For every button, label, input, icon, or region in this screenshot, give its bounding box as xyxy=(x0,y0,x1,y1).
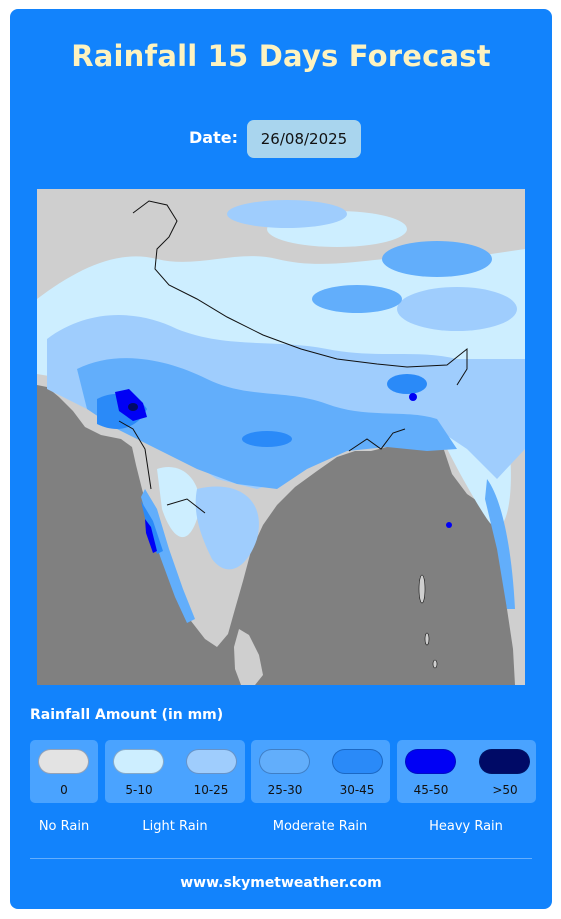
sri-lanka xyxy=(234,629,263,685)
andaman-islands xyxy=(418,574,438,669)
category-light-rain: Light Rain xyxy=(142,819,208,834)
legend-swatch-label: 5-10 xyxy=(125,783,153,797)
legend-swatch-label: 0 xyxy=(60,783,68,797)
legend-swatch-50-plus xyxy=(479,749,530,774)
footer-divider xyxy=(30,858,532,859)
legend-swatch-label: 25-30 xyxy=(267,783,303,797)
legend-group-light-rain: 5-10 10-25 xyxy=(105,740,245,803)
rain-moderate-25-30 xyxy=(77,241,515,623)
country-borders xyxy=(118,200,468,514)
date-input[interactable] xyxy=(247,120,361,158)
legend-group-moderate-rain: 25-30 30-45 xyxy=(251,740,390,803)
date-row: Date: xyxy=(10,120,552,158)
rainfall-map-graphic xyxy=(37,189,525,685)
category-moderate-rain: Moderate Rain xyxy=(272,819,368,834)
legend-swatch-10-25 xyxy=(186,749,237,774)
page-title: Rainfall 15 Days Forecast xyxy=(71,39,491,73)
legend-swatch-25-30 xyxy=(259,749,310,774)
legend-swatch-5-10 xyxy=(113,749,164,774)
legend-swatch-0 xyxy=(38,749,89,774)
legend-swatch-label: 30-45 xyxy=(339,783,375,797)
legend-swatch-label: >50 xyxy=(492,783,518,797)
date-label: Date: xyxy=(189,128,238,147)
legend-swatch-label: 45-50 xyxy=(413,783,449,797)
legend-group-heavy-rain: 45-50 >50 xyxy=(397,740,536,803)
legend-swatch-label: 10-25 xyxy=(193,783,229,797)
category-no-rain: No Rain xyxy=(38,819,90,834)
legend-swatch-30-45 xyxy=(332,749,383,774)
legend-group-no-rain: 0 xyxy=(30,740,98,803)
legend-swatch-45-50 xyxy=(405,749,456,774)
rainfall-map xyxy=(37,189,525,685)
rain-heavy-50-plus xyxy=(128,403,138,411)
legend-heading: Rainfall Amount (in mm) xyxy=(30,707,224,723)
website-link[interactable]: www.skymetweather.com xyxy=(180,875,382,891)
category-heavy-rain: Heavy Rain xyxy=(429,819,503,834)
forecast-card: Rainfall 15 Days Forecast Date: xyxy=(10,9,552,909)
